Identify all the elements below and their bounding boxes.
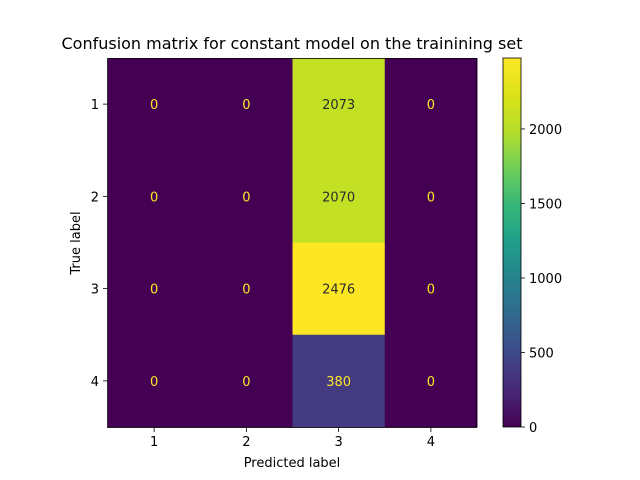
cell-value-labels: 0 0 2073 0 0 0 2070 0 0 0 2476 0 0 0 380 0	[150, 98, 435, 390]
heatmap-cell	[384, 150, 478, 243]
cell-value-label: 380	[326, 375, 351, 390]
heatmap-cell	[292, 334, 386, 428]
heatmap-cell	[108, 150, 201, 243]
heatmap-cell	[292, 150, 386, 243]
colorbar-tick-label: 2000	[529, 123, 562, 138]
heatmap-cell	[108, 334, 201, 428]
colorbar-ticks: 0 500 1000 1500 2000	[521, 123, 562, 436]
x-tick-label: 2	[242, 435, 250, 450]
cell-value-label: 0	[242, 283, 250, 298]
heatmap-cell	[384, 58, 478, 151]
colorbar-tick-label: 1000	[529, 272, 562, 287]
heatmap-cell	[108, 242, 201, 336]
x-axis: 1 2 3 4	[150, 427, 435, 450]
cell-value-label: 2476	[322, 283, 355, 298]
cell-value-label: 2073	[322, 98, 355, 113]
colorbar-tick-label: 0	[529, 421, 537, 436]
chart-title: Confusion matrix for constant model on t…	[61, 34, 522, 53]
cell-value-label: 0	[427, 375, 435, 390]
x-tick-label: 1	[150, 435, 158, 450]
cell-value-label: 0	[150, 190, 158, 205]
y-axis: 1 2 3 4	[91, 98, 108, 390]
cell-value-label: 0	[427, 190, 435, 205]
colorbar-tick-label: 1500	[529, 197, 562, 212]
y-tick-label: 3	[91, 283, 99, 298]
heatmap-cell	[200, 334, 293, 428]
cell-value-label: 0	[242, 375, 250, 390]
y-axis-label: True label	[69, 211, 84, 275]
cell-value-label: 0	[150, 375, 158, 390]
x-tick-label: 3	[334, 435, 342, 450]
colorbar	[502, 57, 522, 428]
x-axis-label: Predicted label	[244, 456, 341, 471]
colorbar-tick-label: 500	[529, 346, 554, 361]
cell-value-label: 0	[242, 98, 250, 113]
cell-value-label: 0	[150, 283, 158, 298]
cell-value-label: 0	[242, 190, 250, 205]
y-tick-label: 1	[91, 98, 99, 113]
cell-value-label: 0	[150, 98, 158, 113]
y-tick-label: 4	[91, 375, 99, 390]
heatmap-cell	[384, 242, 478, 336]
heatmap-cell	[200, 150, 293, 243]
heatmap-cell	[200, 58, 293, 151]
cell-value-label: 0	[427, 283, 435, 298]
x-tick-label: 4	[427, 435, 435, 450]
cell-value-label: 2070	[322, 190, 355, 205]
heatmap-cell	[384, 334, 478, 428]
heatmap-cell	[200, 242, 293, 336]
y-tick-label: 2	[91, 190, 99, 205]
cell-value-label: 0	[427, 98, 435, 113]
heatmap-cell	[292, 242, 386, 336]
plot-frame	[107, 58, 477, 428]
heatmap-cell	[292, 58, 386, 151]
heatmap-cell	[108, 58, 201, 151]
heatmap-cells	[108, 58, 478, 428]
